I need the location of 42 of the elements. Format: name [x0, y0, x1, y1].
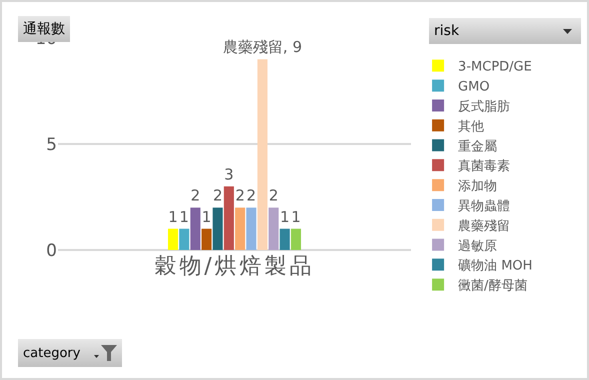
data-label: 2: [190, 186, 200, 205]
bar: [212, 208, 223, 250]
legend-label: 重金屬: [458, 139, 498, 154]
legend-label: 農藥殘留: [458, 218, 510, 234]
x-tick-label: 穀物/烘焙製品: [154, 254, 315, 279]
data-label: 1: [179, 208, 189, 226]
data-label: 2: [268, 186, 278, 205]
legend-label: 異物蟲體: [458, 199, 510, 214]
data-label: 1: [168, 208, 178, 226]
data-label: 3: [224, 165, 234, 184]
bar: [290, 228, 302, 250]
bar: [257, 59, 268, 250]
y-tick-label: 5: [46, 134, 57, 155]
bar: [202, 228, 212, 250]
legend-label: 3-MCPD/GE: [458, 60, 532, 75]
bar: [246, 208, 256, 250]
legend-label: 黴菌/酵母菌: [458, 278, 528, 294]
bar: [224, 186, 234, 250]
data-label: 2: [235, 186, 245, 205]
bar: [190, 208, 200, 250]
data-label: 1: [291, 208, 301, 226]
data-label: 1: [280, 208, 290, 226]
y-tick-label: 0: [46, 240, 57, 261]
legend-label: 礦物油 MOH: [458, 258, 532, 274]
bar: [280, 228, 290, 250]
data-label: 2: [246, 186, 256, 205]
legend-title: risk: [434, 23, 460, 39]
data-label: 1: [202, 208, 212, 226]
bar: [235, 208, 246, 250]
bar: [179, 228, 190, 250]
legend-label: 過敏原: [458, 238, 498, 254]
legend-label: 反式脂肪: [458, 100, 510, 115]
data-label: 2: [212, 186, 223, 205]
legend-label: GMO: [458, 80, 490, 95]
legend-label: 其他: [458, 119, 484, 134]
bar: [168, 228, 178, 250]
legend-label: 真菌毒素: [458, 159, 510, 174]
y-axis-title: 通報數: [23, 20, 65, 38]
legend-label: 添加物: [458, 179, 498, 194]
text: category: [23, 346, 80, 360]
bar: [268, 208, 279, 250]
data-label: 農藥殘留, 9: [222, 38, 302, 56]
